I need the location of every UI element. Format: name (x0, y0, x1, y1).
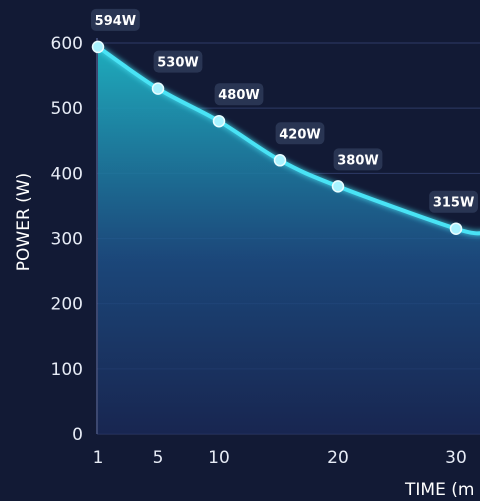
x-tick-labels: 1 5 10 20 30 (93, 448, 467, 468)
data-label: 315W (429, 190, 478, 213)
x-axis-title: TIME (m (404, 480, 474, 500)
data-point (151, 82, 165, 95)
data-label-bg (429, 190, 478, 213)
x-tick-label: 30 (445, 448, 467, 468)
x-tick-label: 10 (208, 448, 230, 468)
data-label: 594W (91, 8, 140, 31)
y-tick-label: 400 (51, 164, 83, 184)
x-tick-label: 5 (153, 448, 164, 468)
data-label-text: 380W (337, 153, 378, 168)
data-label-bg (333, 148, 383, 171)
data-point (212, 114, 226, 128)
data-points (91, 40, 463, 235)
data-label: 530W (153, 50, 203, 73)
data-point (331, 180, 345, 193)
y-tick-label: 300 (51, 230, 83, 250)
data-label-bg (275, 122, 325, 145)
y-tick-label: 500 (51, 99, 83, 119)
data-label: 420W (275, 122, 325, 145)
data-point (449, 222, 463, 235)
data-point (91, 40, 105, 54)
data-label-text: 594W (95, 14, 136, 29)
data-label-bg (153, 50, 203, 73)
y-axis-title: POWER (W) (14, 173, 34, 271)
y-tick-labels: 0 100 200 300 400 500 600 (51, 34, 83, 445)
y-tick-label: 600 (51, 34, 83, 54)
data-point (273, 154, 287, 167)
y-tick-label: 200 (51, 295, 83, 315)
data-label-text: 315W (433, 196, 474, 211)
data-label: 380W (333, 148, 383, 171)
data-label-bg (214, 83, 264, 106)
area-fill (98, 46, 480, 434)
data-label-text: 480W (218, 88, 259, 103)
data-labels: 594W 530W 480W 420W 380W 315W (91, 8, 478, 213)
data-label-text: 530W (157, 56, 198, 71)
y-tick-label: 0 (72, 425, 83, 445)
y-tick-label: 100 (51, 360, 83, 380)
data-label: 480W (214, 83, 264, 106)
data-label-bg (91, 8, 140, 31)
x-tick-label: 1 (93, 448, 104, 468)
data-label-text: 420W (279, 127, 320, 142)
x-tick-label: 20 (327, 448, 349, 468)
